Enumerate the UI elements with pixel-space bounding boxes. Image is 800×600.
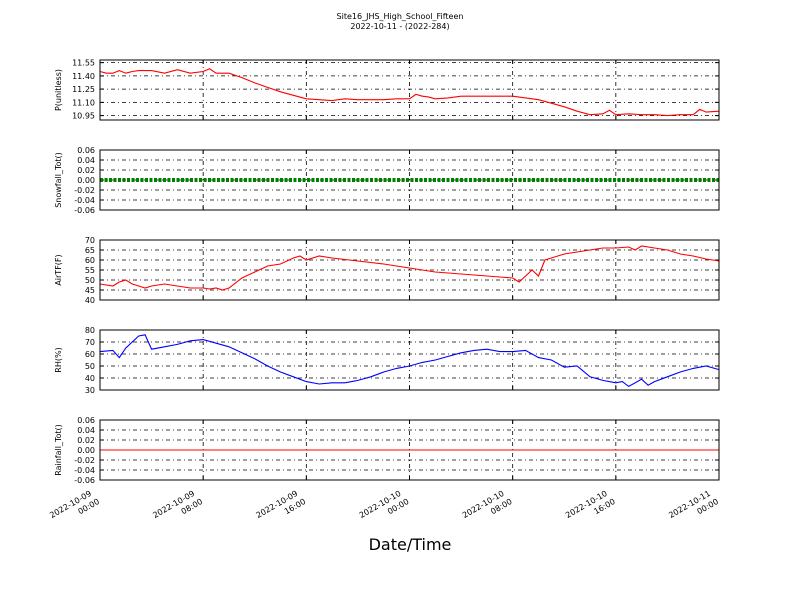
y-tick-label: 0.02 (77, 436, 95, 445)
y-tick-label: 70 (85, 236, 95, 245)
y-tick-label: 60 (85, 350, 95, 359)
y-tick-label: -0.04 (74, 196, 95, 205)
series-line-pressure (99, 68, 720, 117)
y-tick-label: 50 (85, 362, 95, 371)
y-axis-label: Rainfall_Tot() (54, 424, 63, 476)
panel-frame (99, 329, 720, 391)
series-line-rh (99, 334, 720, 388)
y-tick-label: 0.04 (77, 156, 95, 165)
chart-title: Site16_JHS_High_School_Fifteen (337, 12, 464, 21)
y-tick-label: 40 (85, 374, 95, 383)
y-tick-label: 0.06 (77, 146, 95, 155)
y-tick-label: -0.04 (74, 466, 95, 475)
panel-frame (99, 59, 720, 121)
y-tick-label: 65 (85, 246, 95, 255)
y-tick-label: 60 (85, 256, 95, 265)
y-tick-label: 30 (85, 386, 95, 395)
y-tick-label: -0.02 (74, 456, 95, 465)
y-tick-label: 10.95 (72, 112, 95, 121)
y-tick-label: 0.02 (77, 166, 95, 175)
x-axis-label: Date/Time (369, 535, 452, 554)
y-tick-label: 0.04 (77, 426, 95, 435)
y-tick-label: 40 (85, 296, 95, 305)
panel-rainfall: 0.060.040.020.00-0.02-0.04-0.06 Rainfall_… (54, 416, 720, 485)
y-tick-label: 11.25 (72, 85, 95, 94)
panel-snowfall: 0.060.040.020.00-0.02-0.04-0.06 Snowfall_… (54, 146, 720, 215)
panel-frame (99, 149, 720, 211)
panel-rh: 80 70 60 50 40 30 RH(%) (54, 326, 720, 395)
panel-pressure: 11.55 11.40 11.25 11.10 10.95 P(unitless) (54, 59, 720, 121)
chart-subtitle: 2022-10-11 - (2022-284) (350, 22, 449, 31)
y-tick-label: 11.55 (72, 59, 95, 68)
y-tick-label: 11.10 (72, 98, 95, 107)
y-tick-label: 0.00 (77, 176, 95, 185)
subplot-panels: 11.55 11.40 11.25 11.10 10.95 P(unitless) 0.06… (54, 59, 720, 485)
y-tick-label: 50 (85, 276, 95, 285)
y-tick-label: -0.06 (74, 476, 95, 485)
y-axis-label: AirTF(F) (54, 254, 63, 285)
y-tick-label: 45 (85, 286, 95, 295)
y-tick-label: 0.00 (77, 446, 95, 455)
y-tick-label: -0.06 (74, 206, 95, 215)
y-axis-label: P(unitless) (54, 69, 63, 111)
y-axis-label: RH(%) (54, 347, 63, 372)
y-tick-label: -0.02 (74, 186, 95, 195)
y-tick-label: 80 (85, 326, 95, 335)
panel-frame (99, 419, 720, 481)
y-tick-label: 11.40 (72, 72, 95, 81)
panel-frame (99, 239, 720, 301)
series-line-air-temp (99, 245, 720, 291)
y-tick-label: 55 (85, 266, 95, 275)
y-tick-label: 70 (85, 338, 95, 347)
y-axis-label: Snowfall_Tot() (54, 152, 63, 208)
y-tick-label: 0.06 (77, 416, 95, 425)
